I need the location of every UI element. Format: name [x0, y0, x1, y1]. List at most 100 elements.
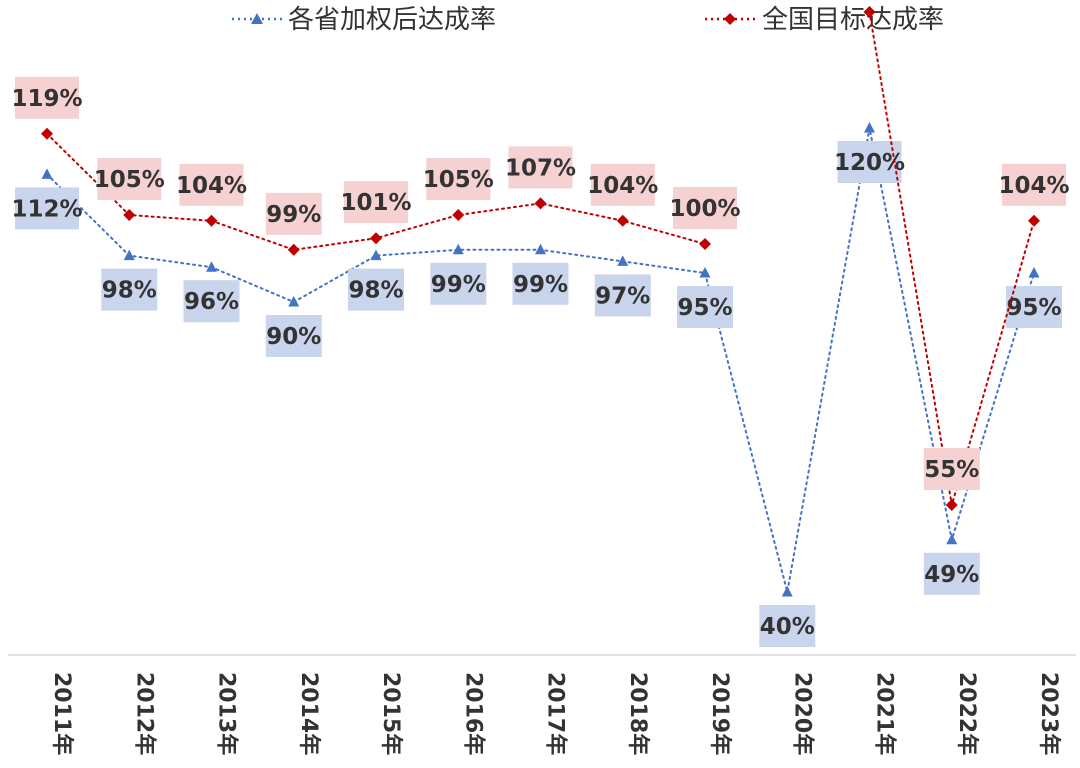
series1-point	[699, 267, 711, 278]
series1-data-label-bg	[15, 187, 79, 230]
x-tick-label: 2018年	[625, 672, 651, 755]
series1-data-label-bg	[923, 552, 980, 595]
series2-data-label: 104%	[587, 163, 658, 206]
series2-data-label: 105%	[94, 158, 165, 200]
series2-data-label: 100%	[669, 187, 741, 229]
series2-point	[41, 127, 53, 140]
series1-data-label-text: 96%	[184, 289, 239, 315]
series1-data-label-text: 97%	[595, 283, 650, 309]
legend-series2-label: 全国目标达成率	[762, 5, 944, 35]
series2-point	[205, 214, 218, 227]
series2-data-label-bg	[265, 192, 322, 235]
series2-point	[945, 499, 958, 511]
series2-data-label-text: 107%	[505, 155, 576, 181]
series2-point	[370, 232, 382, 245]
series1-data-label: 49%	[923, 552, 980, 595]
series2-data-label-bg	[15, 76, 79, 119]
series1-point	[535, 243, 546, 255]
series1-data-label-text: 99%	[513, 272, 568, 298]
series1-data-label: 112%	[11, 187, 83, 230]
x-tick-label: 2011年	[49, 672, 75, 755]
series1-point	[41, 168, 53, 179]
series2-data-label-bg	[923, 448, 980, 490]
x-tick-label: 2012年	[131, 672, 157, 755]
series2-data-label: 55%	[923, 448, 980, 490]
series1-data-label: 98%	[348, 268, 404, 311]
series2-point	[534, 197, 547, 210]
x-tick-label: 2013年	[214, 672, 240, 755]
series1-data-label-bg	[759, 605, 816, 647]
series2-data-label-bg	[97, 158, 162, 200]
series1-data-label-bg	[677, 286, 733, 328]
x-tick-label: 2019年	[707, 672, 733, 755]
series1-point	[617, 255, 629, 266]
x-tick-labels: 2011年 2012年 2013年 2014年 2015年 2016年 2017年 2018年…	[49, 672, 1062, 755]
series1-point	[206, 261, 217, 272]
series2-data-label-bg	[508, 146, 573, 189]
series1-data-label: 90%	[265, 315, 322, 357]
series2-point	[616, 214, 629, 227]
x-tick-label: 2017年	[543, 672, 569, 755]
series-layer: 112% 98% 96% 90% 98% 99% 99% 97% 95% 40% 120% 49% 95…	[11, 6, 1070, 647]
series1-data-label-bg	[594, 274, 651, 317]
series2-data-label-text: 104%	[176, 173, 247, 199]
series2-point	[452, 209, 465, 221]
series1-data-label-bg	[837, 141, 902, 183]
series2-data-label-bg	[426, 158, 491, 200]
series2-data-label-text: 104%	[998, 173, 1069, 199]
series1-point	[864, 122, 875, 133]
legend-series1-label: 各省加权后达成率	[288, 5, 496, 35]
x-tick-label: 2023年	[1036, 672, 1062, 755]
series1-data-label-bg	[183, 280, 240, 323]
series1-data-label-bg	[1006, 286, 1062, 328]
series2-data-label-text: 55%	[924, 457, 979, 483]
series2-data-label-text: 101%	[340, 190, 411, 216]
x-tick-label: 2020年	[789, 672, 815, 755]
series1-data-label-text: 40%	[760, 614, 815, 640]
series2-data-label: 99%	[265, 192, 322, 235]
diamond-marker-icon	[724, 13, 736, 25]
series1-data-label: 95%	[1006, 286, 1062, 328]
series1-data-label-bg	[512, 262, 569, 305]
x-tick-label: 2015年	[378, 672, 404, 755]
series2-line	[46, 11, 1035, 506]
series2-point	[1028, 214, 1040, 227]
series1-data-label-bg	[101, 268, 158, 311]
x-tick-label: 2016年	[460, 672, 486, 755]
series2-data-label-bg	[179, 163, 244, 206]
x-tick-label: 2014年	[296, 672, 322, 755]
series1-data-label-bg	[348, 268, 404, 311]
legend-item-series2: 全国目标达成率	[705, 5, 944, 35]
series1-group: 112% 98% 96% 90% 98% 99% 99% 97% 95% 40% 120% 49% 95…	[11, 122, 1062, 647]
series2-data-label-text: 99%	[266, 202, 321, 228]
x-tick-label: 2022年	[954, 672, 980, 755]
series2-point	[699, 238, 711, 250]
series1-point	[781, 586, 793, 597]
series1-point	[452, 243, 464, 255]
series2-data-label-text: 119%	[11, 86, 82, 112]
series2-data-label-bg	[673, 187, 737, 229]
series1-data-label: 96%	[183, 280, 240, 323]
series1-data-label-text: 98%	[348, 278, 403, 304]
series2-data-label: 105%	[423, 158, 494, 200]
series1-point	[288, 296, 300, 307]
series2-data-label-text: 105%	[423, 167, 494, 193]
series1-data-label: 99%	[512, 262, 569, 305]
series1-data-label: 40%	[759, 605, 816, 647]
series2-data-label-text: 100%	[669, 196, 740, 222]
series1-data-label-text: 98%	[102, 278, 157, 304]
series1-data-label-text: 49%	[924, 562, 979, 588]
series2-data-label: 104%	[998, 163, 1070, 206]
series2-data-label: 104%	[176, 163, 247, 206]
series2-point	[123, 209, 136, 221]
series1-data-label-bg	[430, 262, 487, 305]
series2-data-label-text: 105%	[94, 167, 165, 193]
series1-data-label-text: 90%	[266, 324, 321, 350]
series2-data-label: 107%	[505, 146, 576, 189]
series2-point	[287, 243, 300, 256]
series1-data-label-text: 99%	[431, 272, 486, 298]
series1-data-label-text: 95%	[1006, 295, 1061, 321]
series1-point	[946, 533, 958, 545]
series1-point	[370, 249, 382, 261]
